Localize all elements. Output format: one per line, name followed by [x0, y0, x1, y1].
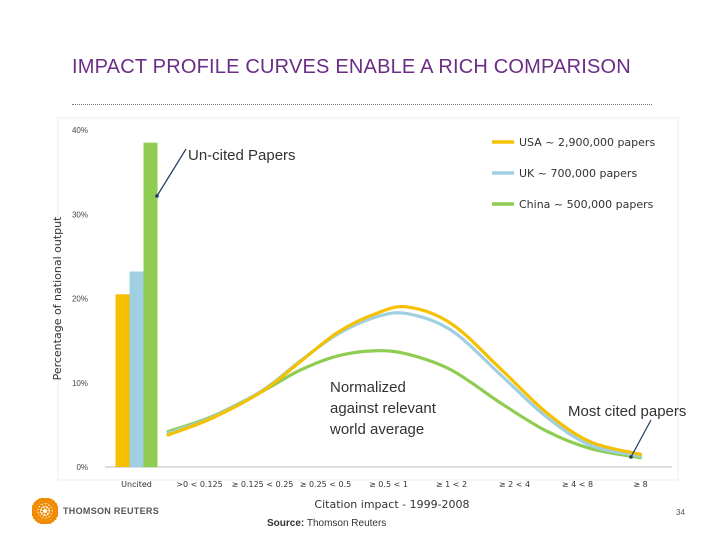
- logo-dot: [47, 505, 51, 509]
- logo-text: THOMSON REUTERS: [63, 506, 160, 516]
- legend-label: UK ~ 700,000 papers: [519, 167, 637, 180]
- logo-sunburst-icon: [32, 498, 58, 524]
- annotation-dot: [155, 194, 159, 198]
- title-divider: [72, 104, 652, 105]
- annotation-normalized-line: against relevant: [330, 400, 437, 417]
- logo-dot: [39, 504, 43, 508]
- logo-dot: [52, 508, 56, 512]
- logo-dot: [43, 515, 46, 519]
- logo-dot: [55, 508, 58, 512]
- logo-dot: [39, 501, 43, 505]
- logo-dot: [38, 512, 42, 516]
- logo-dot: [42, 503, 46, 507]
- logo-dot: [40, 510, 44, 513]
- logo-dot: [49, 510, 53, 514]
- chart-frame: [57, 117, 679, 481]
- logo-dot: [49, 516, 53, 520]
- logo-dot: [51, 500, 56, 505]
- logo-dot: [40, 514, 44, 518]
- x-tick-label: ≥ 8: [633, 480, 647, 489]
- logo-dot: [48, 513, 52, 517]
- slide-title: IMPACT PROFILE CURVES ENABLE A RICH COMP…: [72, 56, 631, 78]
- logo-dot: [41, 507, 44, 511]
- logo-dot: [45, 500, 49, 504]
- x-tick-label: ≥ 2 < 4: [499, 480, 530, 489]
- logo-dot: [51, 505, 55, 509]
- logo-dot: [37, 509, 41, 513]
- logo-dot: [42, 521, 47, 524]
- logo-dot: [40, 498, 45, 502]
- logo-dot: [43, 498, 48, 501]
- logo-dot: [34, 507, 38, 511]
- source-text: Thomson Reuters: [304, 518, 387, 529]
- logo-dot: [44, 512, 48, 515]
- y-tick-label: 0%: [76, 463, 88, 472]
- logo-dot: [45, 520, 50, 524]
- uncited-bar: [143, 142, 158, 467]
- page-number: 34: [676, 508, 685, 517]
- uncited-bar: [115, 294, 130, 467]
- logo-dot: [45, 503, 49, 507]
- logo-dot: [42, 512, 45, 515]
- logo-dot: [42, 500, 46, 504]
- logo-dot: [52, 511, 56, 515]
- x-tick-label: Uncited: [121, 480, 152, 489]
- y-tick-label: 20%: [72, 295, 88, 304]
- y-tick-label: 30%: [72, 210, 88, 219]
- uncited-bar: [129, 271, 144, 467]
- annotation-dot: [629, 455, 633, 459]
- logo-dot: [38, 507, 41, 510]
- x-tick-label: ≥ 4 < 8: [562, 480, 593, 489]
- thomson-reuters-logo: THOMSON REUTERS: [32, 498, 159, 524]
- x-tick-label: ≥ 0.125 < 0.25: [232, 480, 294, 489]
- x-axis-label: Citation impact - 1999-2008: [314, 498, 469, 511]
- logo-dot: [51, 513, 55, 518]
- logo-dot: [50, 503, 54, 507]
- x-tick-label: ≥ 0.25 < 0.5: [300, 480, 352, 489]
- y-axis-label: Percentage of national output: [51, 216, 64, 381]
- logo-dot: [37, 502, 41, 506]
- logo-dot: [49, 507, 53, 511]
- source-note: Source: Thomson Reuters: [267, 518, 386, 529]
- logo-dot: [46, 510, 50, 514]
- y-tick-label: 40%: [72, 126, 88, 135]
- annotation-most-cited: Most cited papers: [568, 403, 686, 420]
- logo-dot: [45, 515, 49, 518]
- legend-label: China ~ 500,000 papers: [519, 198, 654, 211]
- logo-dot: [34, 510, 38, 514]
- annotation-normalized-line: world average: [329, 421, 424, 438]
- logo-dot: [32, 510, 35, 514]
- series-line: [166, 304, 643, 456]
- x-tick-label: ≥ 0.5 < 1: [369, 480, 408, 489]
- logo-dot: [41, 518, 45, 522]
- y-tick-label: 10%: [72, 379, 88, 388]
- annotation-pointer: [630, 419, 652, 458]
- annotation-uncited: Un-cited Papers: [188, 147, 296, 164]
- annotation-pointer: [156, 148, 187, 197]
- logo-dot: [47, 517, 51, 521]
- logo-dot: [35, 504, 39, 509]
- legend-label: USA ~ 2,900,000 papers: [519, 136, 655, 149]
- logo-dot: [44, 518, 48, 522]
- logo-dot: [36, 515, 40, 519]
- x-tick-label: ≥ 1 < 2: [436, 480, 467, 489]
- logo-dot: [44, 506, 47, 510]
- annotation-normalized-line: Normalized: [330, 379, 406, 396]
- logo-dot: [35, 513, 39, 517]
- x-tick-label: >0 < 0.125: [176, 480, 222, 489]
- source-label: Source:: [267, 518, 305, 529]
- logo-dot: [46, 508, 49, 511]
